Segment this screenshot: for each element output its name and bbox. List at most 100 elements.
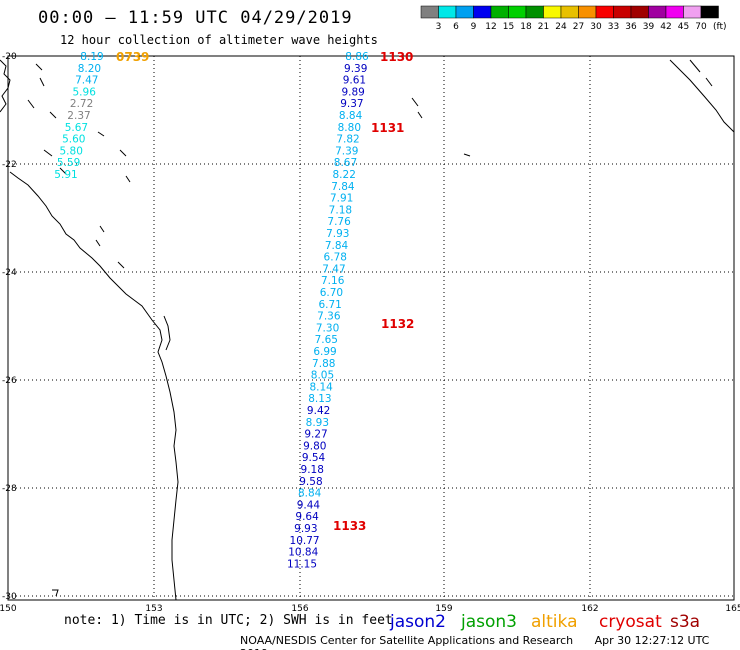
swh-value: 8.93 — [306, 417, 329, 429]
colorbar-tick: 45 — [678, 22, 689, 32]
swh-value: 9.27 — [304, 429, 327, 441]
swh-value: 7.18 — [329, 204, 352, 216]
swh-value: 5.67 — [65, 122, 88, 134]
swh-value: 9.18 — [301, 464, 324, 476]
small-island-2 — [417, 111, 423, 119]
legend-s3a: s3a — [670, 612, 701, 632]
colorbar-tick: 36 — [625, 22, 637, 32]
coral-reef-11 — [125, 175, 131, 183]
colorbar-cell — [455, 5, 474, 19]
swh-value: 7.82 — [336, 134, 359, 146]
swh-value: 6.78 — [324, 252, 347, 264]
swh-value: 8.80 — [338, 122, 361, 134]
swh-value: 7.16 — [321, 275, 345, 287]
swh-value: 7.84 — [325, 240, 349, 252]
map-frame — [7, 55, 735, 601]
colorbar-cell — [613, 5, 632, 19]
page-subtitle: 12 hour collection of altimeter wave hei… — [60, 33, 378, 47]
new-caledonia-2 — [689, 59, 701, 73]
colorbar-cell — [578, 5, 597, 19]
latitude-label: -24 — [2, 268, 17, 278]
small-island-1 — [411, 97, 419, 107]
latitude-label: -30 — [2, 592, 17, 602]
swh-value: 9.39 — [344, 63, 367, 75]
coral-reef-1 — [35, 63, 43, 71]
pass-time-label: 1130 — [380, 50, 413, 64]
colorbar-tick: 18 — [520, 22, 532, 32]
swh-value: 7.84 — [331, 181, 355, 193]
altimeter-track-values: 8.869.399.619.899.378.848.807.827.398.67… — [54, 51, 369, 570]
coastline — [0, 59, 735, 601]
longitude-label: 150 — [0, 604, 17, 614]
queensland-coast-north — [0, 59, 11, 113]
small-island-3 — [463, 153, 471, 157]
credit-agency: NOAA/NESDIS Center for Satellite Applica… — [240, 634, 574, 647]
colorbar-tick: 9 — [471, 22, 477, 32]
footnote: note: 1) Time is in UTC; 2) SWH is in fe… — [64, 613, 393, 628]
swh-value: 5.80 — [60, 145, 83, 157]
map-border — [7, 55, 735, 601]
legend-jason2: jason2 — [390, 612, 446, 632]
colorbar-cell — [420, 5, 439, 19]
swh-value: 9.54 — [302, 452, 326, 464]
swh-value: 7.30 — [316, 322, 339, 334]
legend-cryosat: cryosat — [599, 612, 662, 632]
coral-reef-6 — [59, 167, 67, 175]
swh-value: 7.65 — [315, 334, 338, 346]
colorbar-tick: 39 — [643, 22, 655, 32]
swh-value: 7.91 — [330, 193, 353, 205]
latitude-label: -28 — [2, 484, 17, 494]
coral-reef-7 — [97, 131, 105, 137]
swh-value: 8.67 — [334, 157, 357, 169]
colorbar-unit: (ft) — [713, 22, 727, 32]
longitude-label: 165 — [725, 604, 740, 614]
colorbar-tick: 30 — [590, 22, 602, 32]
swh-value: 9.89 — [341, 86, 364, 98]
swh-value: 2.37 — [67, 110, 90, 122]
pass-time-labels: 0739 1130 1131 1132 1133 — [116, 50, 414, 533]
swh-value: 7.76 — [327, 216, 351, 228]
colorbar-cell — [630, 5, 649, 19]
swh-value: 9.42 — [307, 405, 330, 417]
swh-value: 8.05 — [311, 370, 334, 382]
colorbar-tick: 3 — [436, 22, 442, 32]
pass-time-label: 1132 — [381, 317, 414, 331]
colorbar-cell — [438, 5, 457, 19]
swh-value: 8.22 — [333, 169, 356, 181]
colorbar-cell — [595, 5, 614, 19]
credit-timestamp: Apr 30 12:27:12 UTC 2019 — [240, 634, 710, 650]
coral-reef-4 — [49, 111, 57, 119]
swh-value: 8.20 — [78, 63, 101, 75]
swh-value: 10.84 — [288, 547, 318, 559]
pass-time-label: 1133 — [333, 519, 366, 533]
swh-value: 8.84 — [339, 110, 363, 122]
swh-value: 10.77 — [290, 535, 320, 547]
swh-value: 9.61 — [343, 75, 366, 87]
colorbar-tick: 27 — [573, 22, 584, 32]
swh-value: 7.88 — [312, 358, 335, 370]
colorbar-tick: 21 — [538, 22, 549, 32]
colorbar-cell — [543, 5, 562, 19]
page-title: 00:00 – 11:59 UTC 04/29/2019 — [38, 8, 353, 28]
swh-value: 9.80 — [303, 440, 326, 452]
longitude-label: 159 — [435, 604, 452, 614]
colorbar-tick: 24 — [555, 22, 567, 32]
coral-reef-8 — [119, 149, 127, 157]
colorbar-cell — [683, 5, 702, 19]
coral-reef-5 — [43, 149, 53, 157]
swh-value: 9.37 — [340, 98, 363, 110]
swh-value: 8.84 — [298, 488, 322, 500]
swh-value: 6.99 — [313, 346, 336, 358]
colorbar-tick: 15 — [503, 22, 514, 32]
longitude-label: 156 — [291, 604, 308, 614]
coral-reef-12 — [117, 261, 125, 269]
pass-time-label: 1131 — [371, 121, 404, 135]
longitude-label: 153 — [145, 604, 162, 614]
swh-value: 5.91 — [54, 169, 77, 181]
latitude-label: -20 — [2, 52, 17, 62]
swh-value: 5.59 — [57, 157, 80, 169]
swh-value: 8.86 — [345, 51, 369, 63]
swh-value: 2.72 — [70, 98, 93, 110]
swh-value: 8.14 — [309, 381, 333, 393]
swh-value: 7.36 — [317, 311, 341, 323]
